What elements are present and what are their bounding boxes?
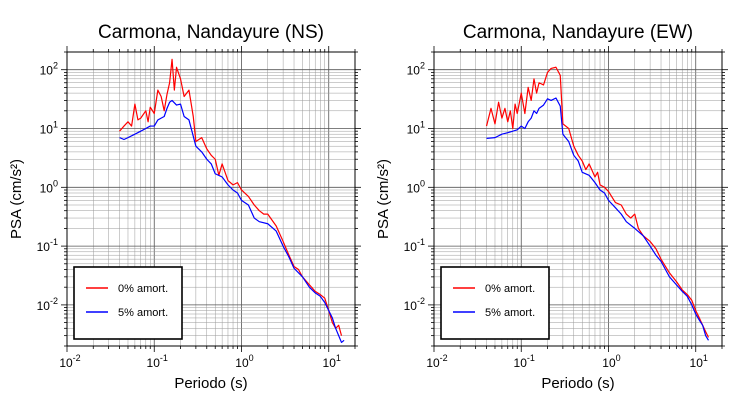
y-tick-label: 102 xyxy=(407,61,425,78)
x-axis-label: Periodo (s) xyxy=(541,375,614,392)
y-tick-label: 10-2 xyxy=(404,296,425,313)
y-tick-label: 10-1 xyxy=(37,237,58,254)
series-lines xyxy=(485,66,710,341)
x-tick-label: 101 xyxy=(323,353,341,370)
legend-box xyxy=(440,266,550,340)
y-axis-label: PSA (cm/s²) xyxy=(375,159,392,239)
y-tick-label: 10-2 xyxy=(37,296,58,313)
legend-label: 0% amort. xyxy=(485,283,535,295)
x-tick-label: 10-1 xyxy=(514,353,535,370)
y-tick-label: 102 xyxy=(40,61,58,78)
x-axis-label: Periodo (s) xyxy=(174,375,247,392)
grid xyxy=(67,52,355,346)
y-tick-label: 101 xyxy=(40,120,58,137)
plot-frame xyxy=(66,51,356,347)
y-tick-label: 100 xyxy=(40,178,58,195)
chart-title: Carmona, Nandayure (NS) xyxy=(98,22,324,43)
axis-ticks xyxy=(428,46,728,352)
y-axis-label: PSA (cm/s²) xyxy=(8,159,25,239)
series-lines xyxy=(119,58,345,344)
x-tick-label: 100 xyxy=(235,353,253,370)
x-tick-label: 10-2 xyxy=(426,353,447,370)
chart-title: Carmona, Nandayure (EW) xyxy=(463,22,693,43)
grid xyxy=(434,52,722,346)
legend-label: 0% amort. xyxy=(118,283,168,295)
axis-ticks xyxy=(61,46,361,352)
series-line xyxy=(486,97,710,341)
series-line xyxy=(485,66,710,338)
y-tick-label: 101 xyxy=(407,120,425,137)
y-tick-label: 100 xyxy=(407,178,425,195)
x-tick-label: 10-1 xyxy=(147,353,168,370)
x-tick-label: 10-2 xyxy=(59,353,80,370)
legend-label: 5% amort. xyxy=(118,307,168,319)
chart-panel: 10-2 10-1 100 101 10-2 10-1 100 101 102 Carmona, … xyxy=(8,22,361,392)
legend-box xyxy=(73,266,183,340)
legend-label: 5% amort. xyxy=(485,307,535,319)
y-tick-label: 10-1 xyxy=(404,237,425,254)
plot-frame xyxy=(433,51,723,347)
x-tick-label: 100 xyxy=(602,353,620,370)
chart-panel: 10-2 10-1 100 101 10-2 10-1 100 101 102 Carmona, … xyxy=(375,22,728,392)
series-line xyxy=(119,99,345,344)
x-tick-label: 101 xyxy=(690,353,708,370)
legend: 0% amort. 5% amort. xyxy=(73,266,183,340)
legend: 0% amort. 5% amort. xyxy=(440,266,550,340)
